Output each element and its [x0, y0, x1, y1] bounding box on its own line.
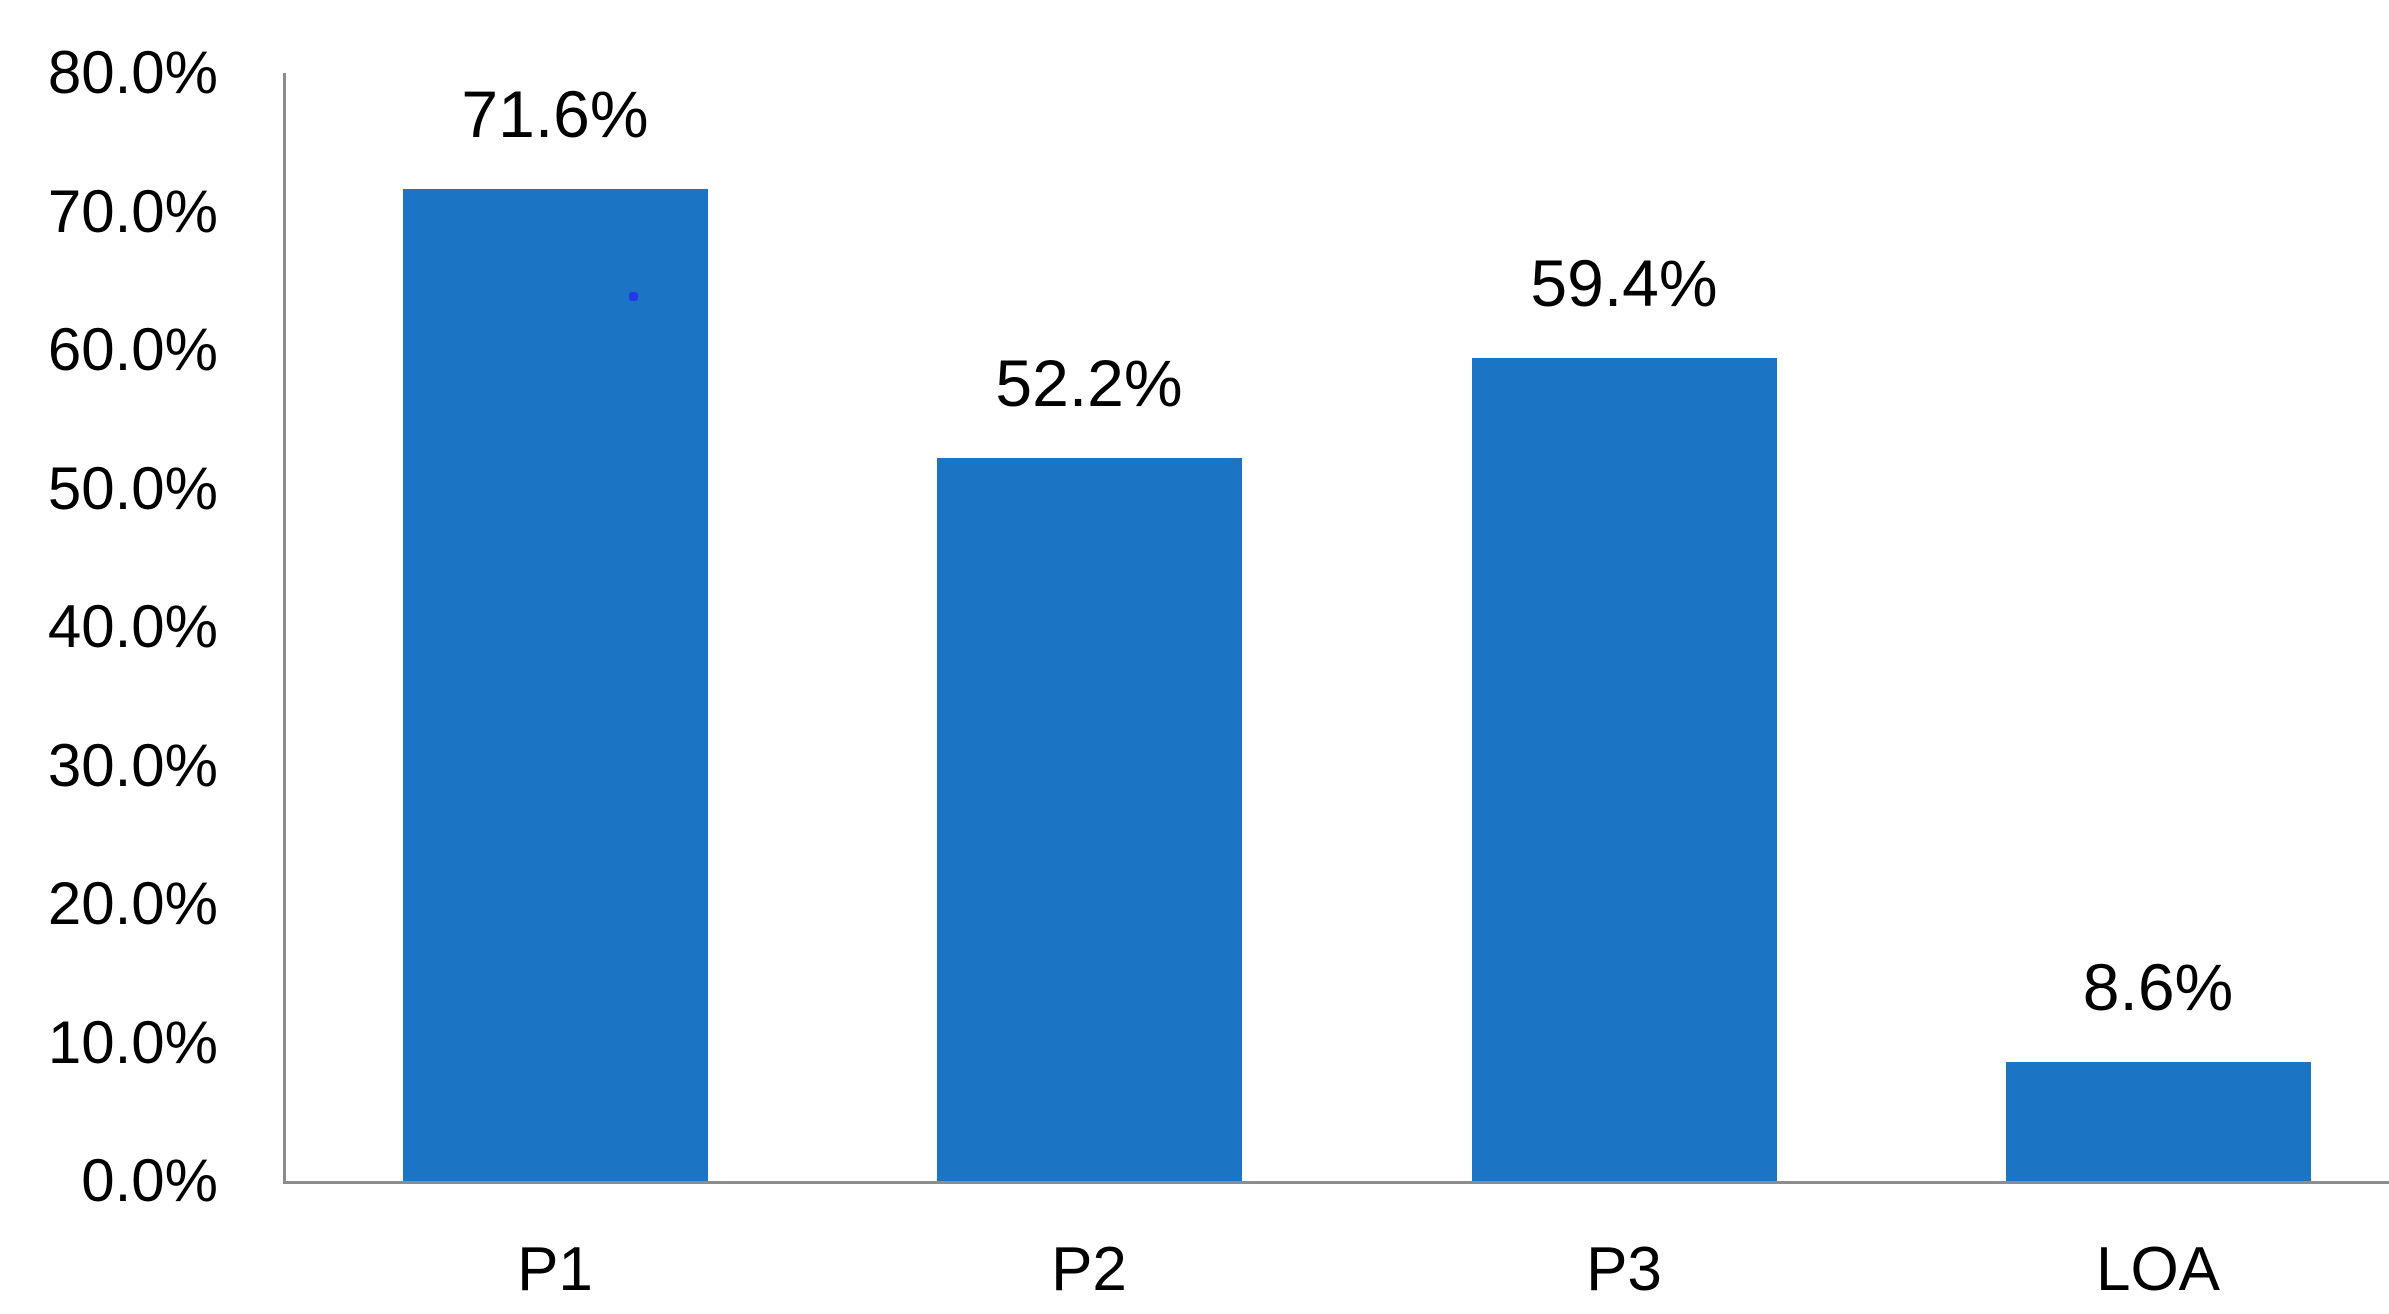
- y-tick-label: 30.0%: [47, 731, 218, 799]
- bar-P3: [1471, 358, 1777, 1181]
- y-tick-label: 40.0%: [47, 593, 218, 660]
- bar-value-label: 59.4%: [1530, 246, 1718, 320]
- bar-value-label: 8.6%: [2082, 950, 2234, 1024]
- x-tick-label-P2: P2: [1051, 1235, 1127, 1304]
- bar-P2: [936, 458, 1242, 1181]
- y-axis-line: [283, 73, 286, 1184]
- y-tick-label: 80.0%: [47, 39, 218, 106]
- y-tick-label: 70.0%: [47, 177, 218, 245]
- stray-dot: [629, 292, 638, 301]
- bar-LOA: [2005, 1062, 2311, 1181]
- y-tick-label: 50.0%: [47, 454, 218, 522]
- y-tick-label: 0.0%: [81, 1147, 218, 1214]
- x-tick-label-LOA: LOA: [2095, 1235, 2221, 1304]
- bar-value-label: 52.2%: [995, 346, 1183, 420]
- x-tick-label-P1: P1: [517, 1235, 593, 1304]
- bar-value-label: 71.6%: [461, 77, 649, 151]
- y-tick-label: 10.0%: [47, 1008, 218, 1076]
- bar-P1: [402, 189, 708, 1181]
- y-tick-label: 60.0%: [47, 316, 218, 383]
- x-axis-line: [283, 1181, 2389, 1184]
- x-tick-label-P3: P3: [1586, 1235, 1662, 1304]
- y-tick-label: 20.0%: [47, 870, 218, 937]
